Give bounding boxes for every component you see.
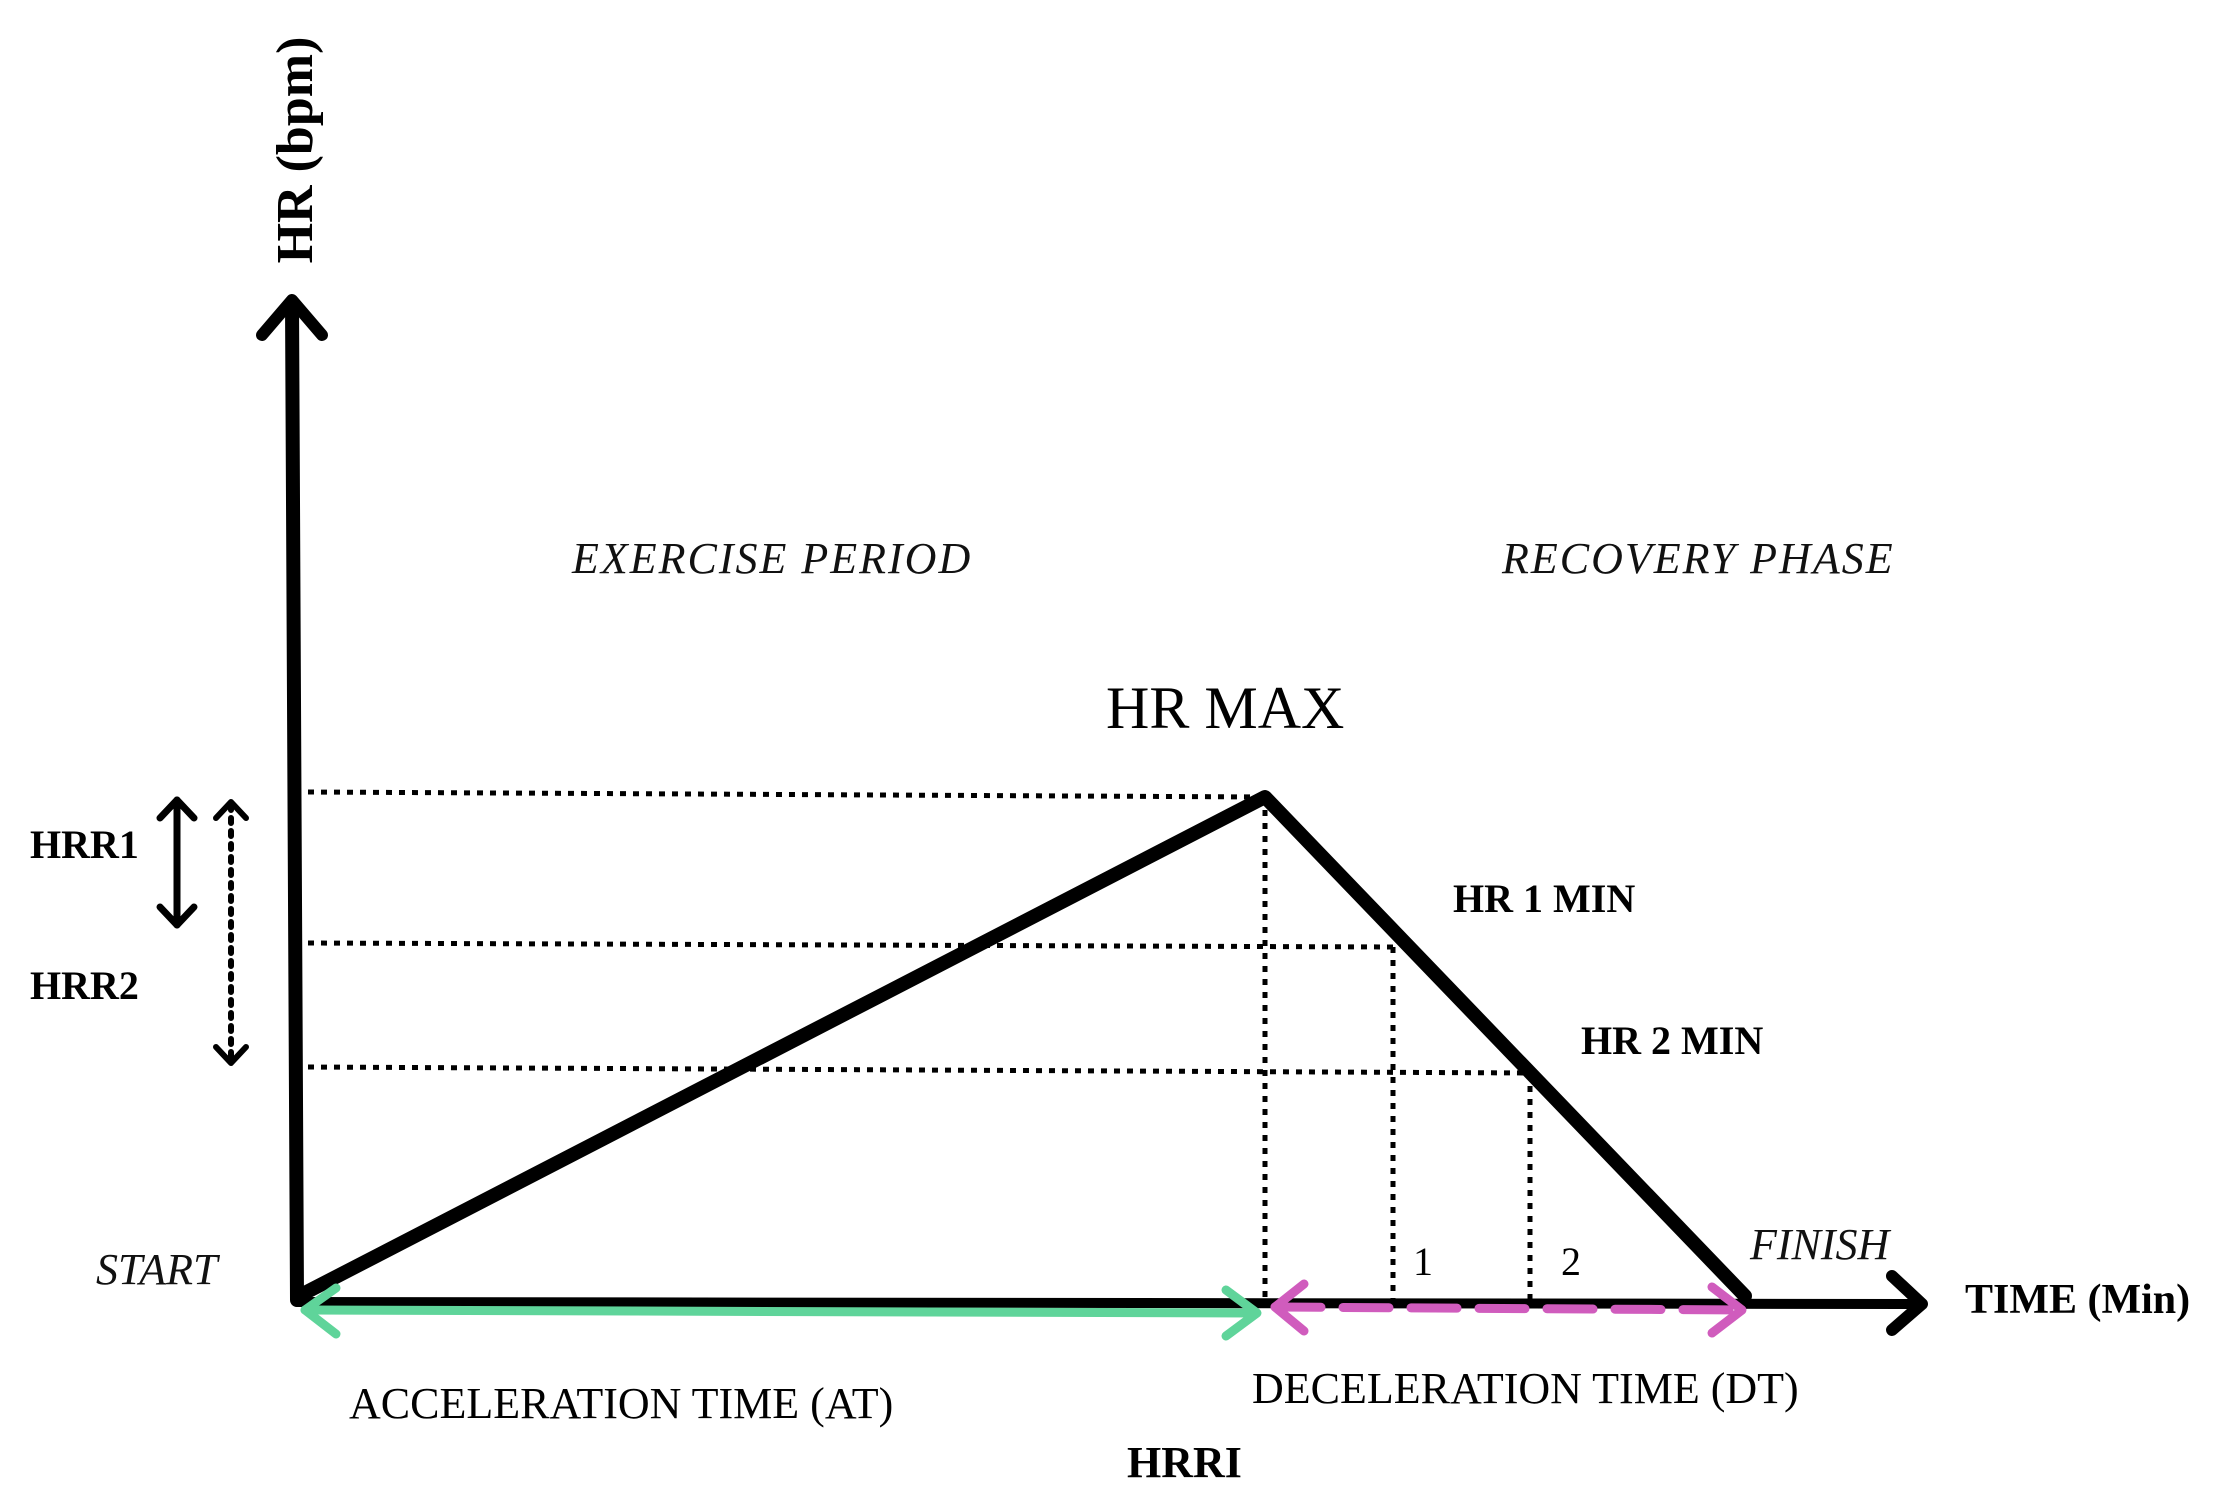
minute-2-label: 2 (1561, 1239, 1581, 1284)
acceleration-time-label: ACCELERATION TIME (AT) (349, 1379, 893, 1428)
y-axis (285, 295, 304, 1307)
hr-max-level-line (307, 789, 1266, 800)
recovery-phase-label: RECOVERY PHASE (1501, 534, 1895, 583)
minute-1-label: 1 (1413, 1239, 1433, 1284)
hr-2min-level-line (307, 1064, 1531, 1076)
deceleration-time-arrow (1270, 1279, 1747, 1338)
hr-1min-label: HR 1 MIN (1453, 876, 1635, 921)
hr-1min-level-line (307, 940, 1394, 950)
hr-2min-label: HR 2 MIN (1581, 1018, 1763, 1063)
hrr1-arrow (156, 796, 198, 929)
hrr2-label: HRR2 (30, 963, 139, 1008)
exercise-period-label: EXERCISE PERIOD (571, 534, 972, 583)
reference-lines (307, 789, 1533, 1303)
x-axis (292, 1297, 1920, 1309)
x-axis-arrowhead (1886, 1270, 1928, 1336)
hr-max-label: HR MAX (1106, 675, 1344, 741)
y-axis-arrowhead (256, 294, 328, 341)
axes (256, 294, 1928, 1336)
heart-rate-curve (290, 790, 1752, 1304)
hrr2-arrow (213, 799, 249, 1066)
x-axis-label: TIME (Min) (1965, 1277, 2190, 1323)
acceleration-time-arrow (300, 1283, 1262, 1341)
hrri-label: HRRI (1127, 1438, 1242, 1487)
y-axis-label: HR (bpm) (267, 37, 324, 264)
finish-label: FINISH (1749, 1220, 1892, 1269)
start-label: START (96, 1245, 221, 1294)
hrr1-label: HRR1 (30, 822, 139, 867)
deceleration-time-label: DECELERATION TIME (DT) (1252, 1364, 1799, 1413)
